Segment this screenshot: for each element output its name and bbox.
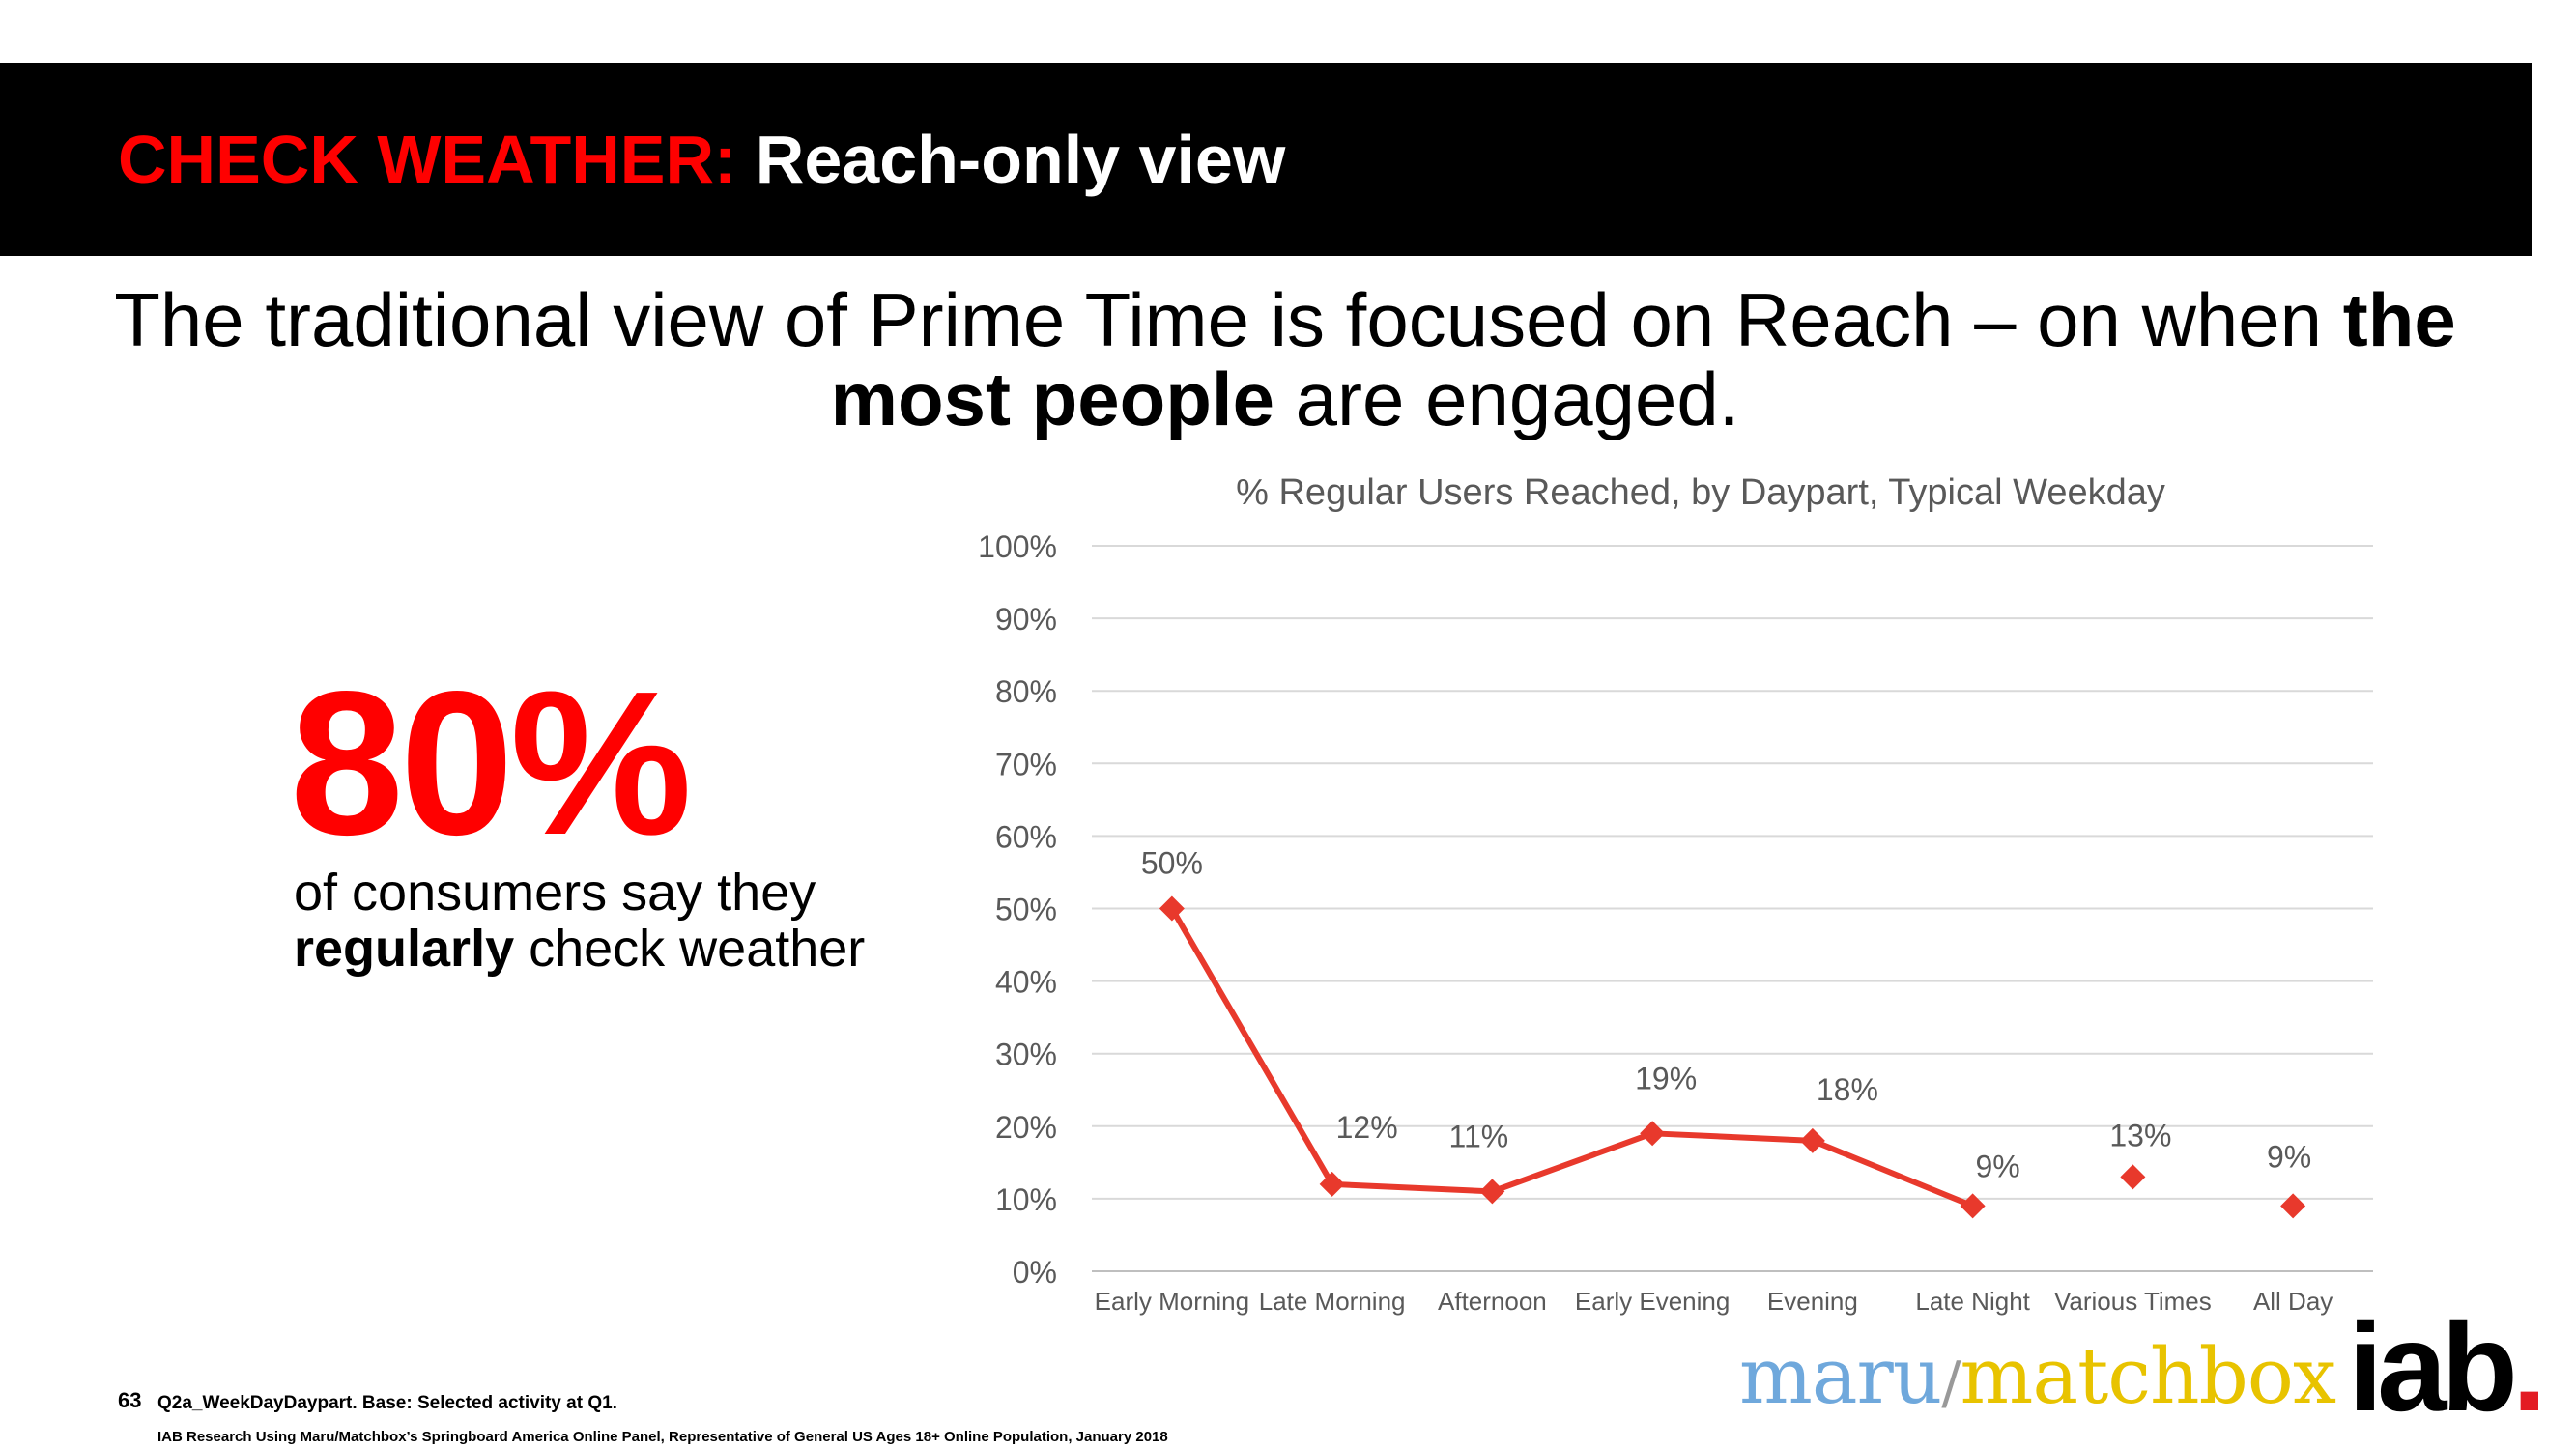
y-tick-label: 40% (995, 965, 1057, 1000)
x-tick-label: Various Times (2054, 1287, 2212, 1316)
slide-title-highlight: CHECK WEATHER: (118, 122, 737, 197)
headline: The traditional view of Prime Time is fo… (58, 280, 2512, 439)
matchbox-logo-text: matchbox (1960, 1331, 2337, 1421)
data-label: 9% (1976, 1149, 2020, 1183)
header-bar (0, 63, 2532, 256)
data-point-marker (1799, 1127, 1825, 1153)
data-label: 50% (1141, 846, 1203, 881)
x-tick-label: Evening (1767, 1287, 1858, 1316)
x-tick-label: All Day (2253, 1287, 2333, 1316)
y-tick-label: 20% (995, 1110, 1057, 1145)
footnote-source: IAB Research Using Maru/Matchbox’s Sprin… (157, 1429, 1168, 1445)
data-point-marker (1640, 1121, 1666, 1147)
stat-description-bold: regularly (294, 920, 515, 978)
x-tick-label: Early Evening (1575, 1287, 1730, 1316)
y-tick-label: 70% (995, 747, 1057, 781)
slide-title-rest: Reach-only view (755, 122, 1286, 197)
data-point-marker (1960, 1193, 1986, 1219)
x-tick-label: Late Night (1915, 1287, 2030, 1316)
data-label: 9% (2267, 1139, 2311, 1174)
y-tick-label: 100% (978, 529, 1057, 564)
data-point-marker (1479, 1179, 1505, 1205)
data-label: 18% (1817, 1072, 1878, 1107)
maru-logo-text: maru (1739, 1331, 1942, 1421)
y-tick-label: 80% (995, 674, 1057, 709)
headline-text-end: are engaged. (1274, 356, 1740, 441)
y-tick-label: 10% (995, 1182, 1057, 1217)
data-point-marker (1319, 1171, 1345, 1197)
data-point-marker (2280, 1193, 2306, 1219)
x-tick-label: Early Morning (1095, 1287, 1249, 1316)
data-point-marker (2120, 1164, 2146, 1190)
logo-slash: / (1941, 1350, 1961, 1417)
y-tick-label: 90% (995, 602, 1057, 637)
iab-logo-dot: . (2511, 1296, 2547, 1437)
y-tick-label: 60% (995, 819, 1057, 854)
x-tick-label: Late Morning (1259, 1287, 1406, 1316)
chart-title: % Regular Users Reached, by Daypart, Typ… (1236, 472, 2165, 513)
stat-description-post: check weather (514, 920, 866, 978)
iab-logo: iab. (2348, 1304, 2547, 1430)
y-tick-label: 0% (1013, 1255, 1057, 1290)
slide-title: CHECK WEATHER: Reach-only view (118, 121, 1285, 198)
reach-line-chart: % Regular Users Reached, by Daypart, Typ… (978, 472, 2373, 1316)
maru-matchbox-logo: maru/matchbox (1739, 1331, 2337, 1427)
footnote-base: Q2a_WeekDayDaypart. Base: Selected activ… (157, 1393, 617, 1413)
page-number: 63 (118, 1388, 142, 1412)
data-label: 13% (2109, 1118, 2171, 1152)
iab-logo-text: iab (2348, 1296, 2518, 1437)
data-label: 19% (1635, 1061, 1697, 1095)
data-point-marker (1159, 895, 1185, 922)
stat-description: of consumers say they regularly check we… (294, 865, 931, 977)
data-label: 11% (1449, 1119, 1509, 1153)
y-tick-label: 50% (995, 893, 1057, 927)
x-tick-label: Afternoon (1438, 1287, 1547, 1316)
y-tick-label: 30% (995, 1037, 1057, 1072)
headline-bold: the most people (830, 277, 2456, 441)
headline-text: The traditional view of Prime Time is fo… (114, 277, 2343, 362)
series-line (1169, 906, 1974, 1209)
stat-description-pre: of consumers say they (294, 864, 816, 922)
stat-value: 80% (290, 648, 692, 877)
data-label: 12% (1336, 1110, 1398, 1145)
